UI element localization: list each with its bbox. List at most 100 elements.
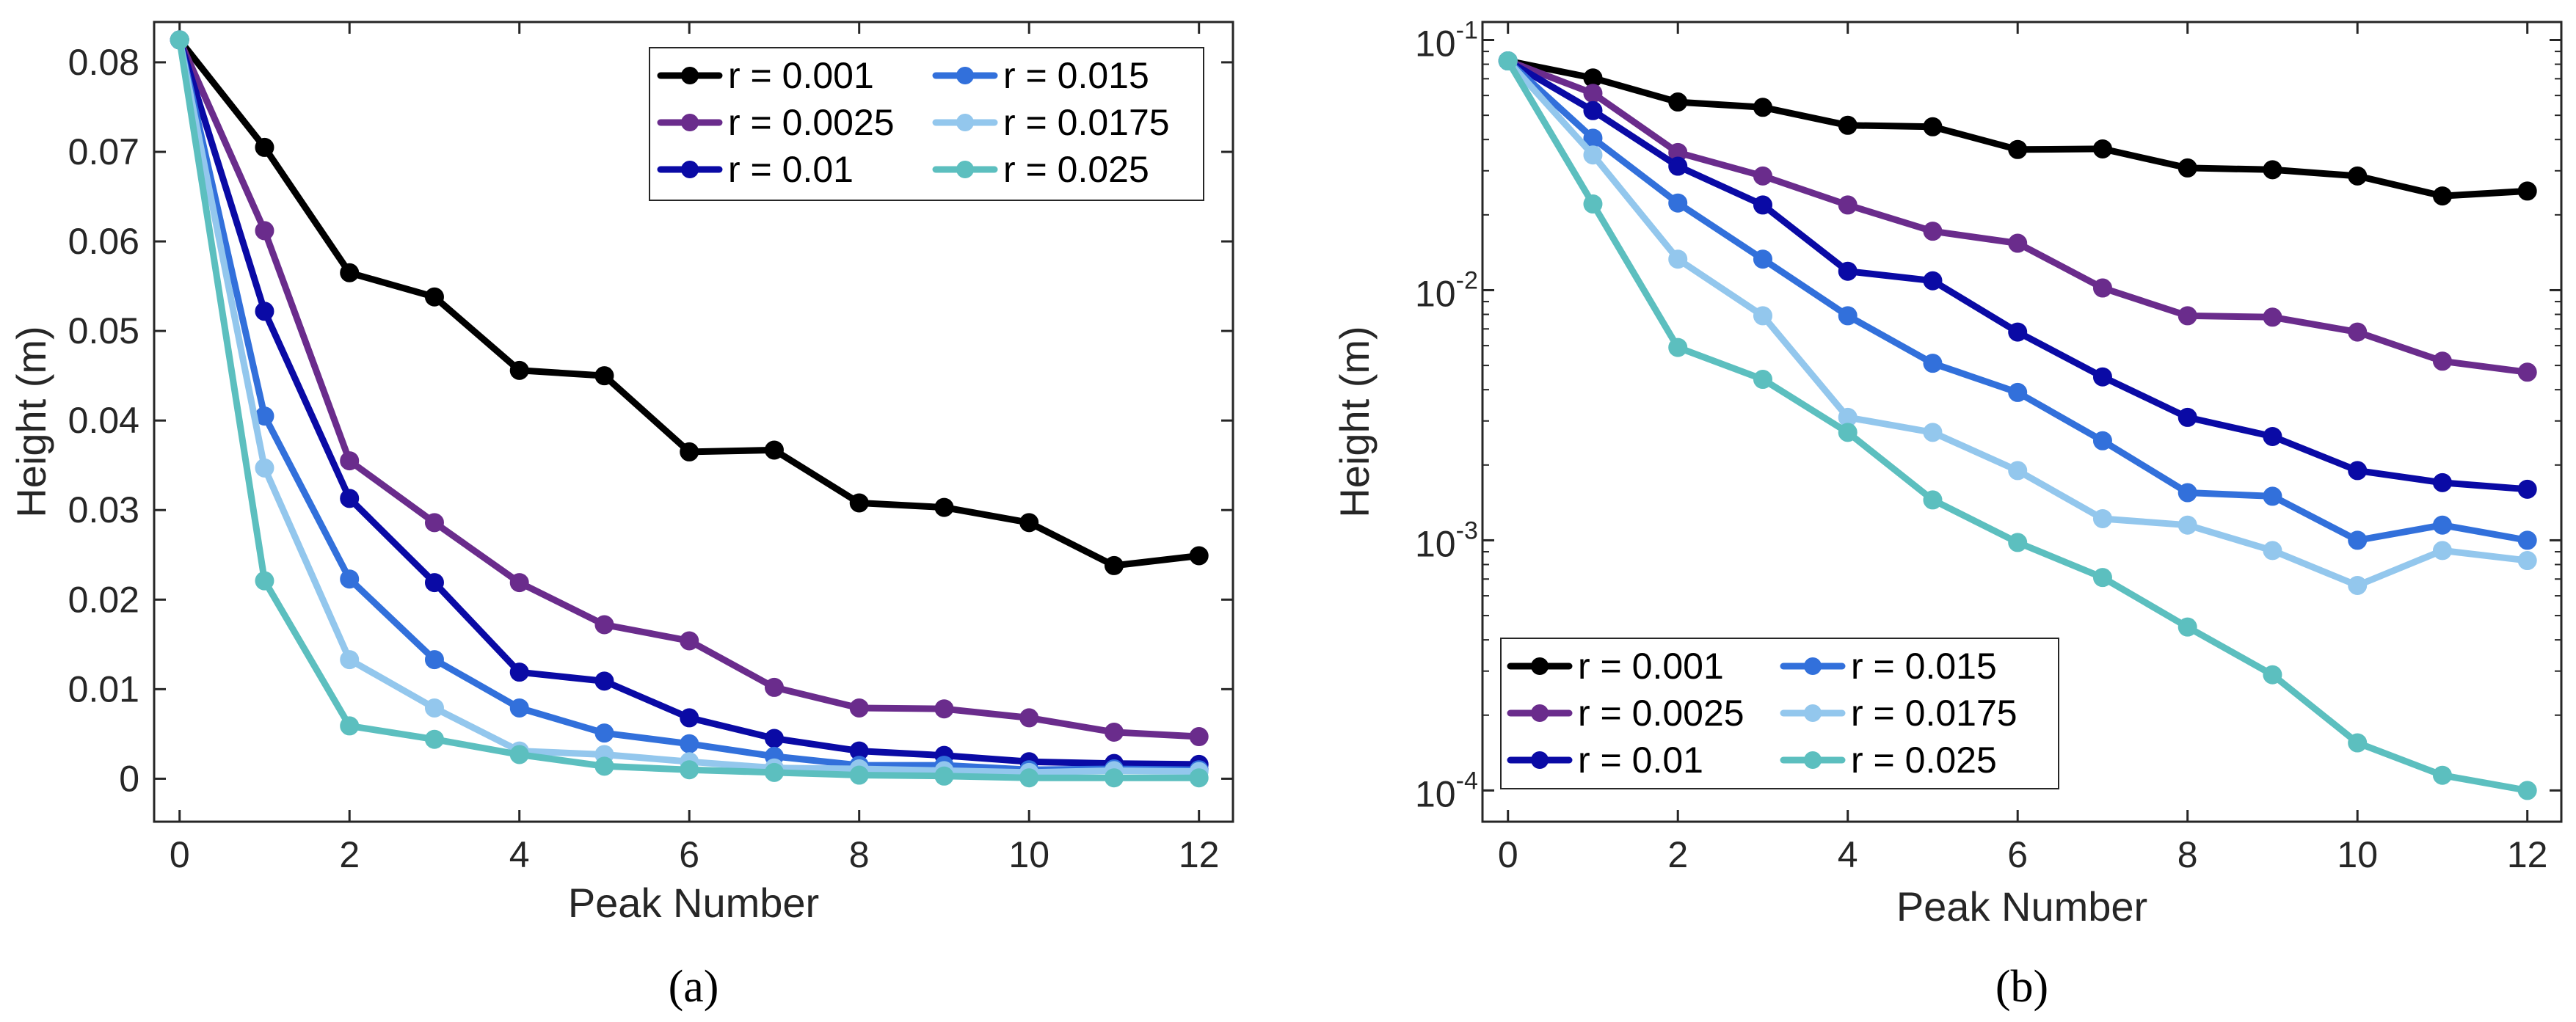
- y-tick-label: 0.08: [68, 42, 139, 83]
- legend-label: r = 0.0175: [1851, 693, 2017, 734]
- series-r-0-01: [1498, 51, 2537, 499]
- data-point: [1923, 117, 1943, 136]
- data-point: [1923, 354, 1943, 373]
- data-point: [424, 513, 444, 533]
- data-point: [1583, 84, 1603, 103]
- data-point: [680, 734, 699, 753]
- data-point: [2517, 479, 2537, 499]
- series-r-0-001: [1498, 51, 2537, 206]
- data-point: [849, 765, 869, 785]
- x-axis-label: Peak Number: [1896, 883, 2147, 930]
- data-point: [849, 493, 869, 513]
- data-point: [594, 723, 614, 743]
- data-point: [2177, 407, 2197, 427]
- x-tick-label: 4: [509, 834, 530, 875]
- y-tick-base: 10: [1415, 23, 1456, 65]
- legend-swatch-marker: [1804, 704, 1822, 722]
- data-point: [2432, 541, 2452, 561]
- legend-swatch-marker: [1531, 657, 1549, 675]
- data-point: [1668, 337, 1688, 357]
- data-point: [2092, 508, 2112, 528]
- data-point: [424, 287, 444, 307]
- data-point: [1668, 92, 1688, 112]
- data-point: [2177, 483, 2197, 503]
- data-point: [1923, 271, 1943, 291]
- x-tick-label: 10: [2337, 834, 2378, 875]
- data-point: [1923, 490, 1943, 510]
- x-tick-label: 8: [849, 834, 870, 875]
- legend-swatch-marker: [681, 114, 699, 131]
- y-tick-label: 10-3: [1415, 517, 1478, 564]
- legend-label: r = 0.015: [1851, 646, 1997, 687]
- data-point: [1104, 555, 1124, 575]
- data-point: [1838, 195, 1858, 215]
- data-point: [424, 729, 444, 749]
- legend-swatch-marker: [681, 67, 699, 84]
- x-tick-label: 0: [1498, 834, 1518, 875]
- data-point: [2008, 322, 2028, 342]
- data-point: [509, 745, 529, 764]
- y-tick-label: 0.07: [68, 131, 139, 172]
- data-point: [2092, 139, 2112, 158]
- data-point: [1753, 195, 1772, 215]
- panel-caption: (b): [1995, 962, 2048, 1012]
- legend-label: r = 0.0025: [1578, 693, 1744, 734]
- x-tick-label: 6: [2007, 834, 2028, 875]
- y-axis-label: Height (m): [1331, 326, 1378, 517]
- data-point: [2263, 541, 2282, 561]
- y-tick-label: 0.06: [68, 221, 139, 262]
- data-point: [1583, 145, 1603, 165]
- legend-label: r = 0.025: [1851, 740, 1997, 781]
- data-point: [934, 497, 954, 517]
- data-point: [2517, 362, 2537, 382]
- data-point: [2517, 181, 2537, 201]
- data-point: [340, 650, 360, 670]
- data-point: [170, 30, 189, 50]
- plot-area-box: [1481, 21, 2563, 823]
- data-point: [2348, 461, 2368, 481]
- data-point: [764, 440, 784, 460]
- data-point: [2432, 472, 2452, 492]
- data-point: [2517, 551, 2537, 571]
- y-tick-exponent: -2: [1456, 266, 1478, 294]
- data-point: [255, 571, 274, 591]
- data-point: [1668, 249, 1688, 269]
- data-point: [1019, 513, 1039, 533]
- legend-swatch-marker: [1531, 704, 1549, 722]
- legend-swatch-marker: [956, 114, 974, 131]
- legend-label: r = 0.001: [728, 55, 874, 96]
- data-point: [1189, 546, 1209, 566]
- y-tick-base: 10: [1415, 773, 1456, 814]
- x-axis-label: Peak Number: [568, 880, 819, 926]
- series-r-0-001: [170, 30, 1209, 575]
- x-tick-label: 10: [1008, 834, 1049, 875]
- data-point: [340, 716, 360, 736]
- data-point: [2348, 322, 2368, 342]
- x-tick-label: 12: [1179, 834, 1220, 875]
- data-point: [2008, 533, 2028, 552]
- series-r-0-025: [1498, 51, 2537, 800]
- legend-swatch-marker: [1531, 751, 1549, 769]
- data-point: [1838, 306, 1858, 326]
- data-point: [594, 756, 614, 776]
- data-point: [764, 762, 784, 782]
- legend-label: r = 0.0175: [1003, 102, 1170, 143]
- data-point: [2263, 665, 2282, 685]
- data-point: [2263, 486, 2282, 506]
- x-tick-label: 4: [1838, 834, 1858, 875]
- data-point: [1583, 101, 1603, 120]
- series-r-0-0025: [1498, 51, 2537, 382]
- y-tick-label: 0.03: [68, 489, 139, 530]
- legend-swatch-marker: [956, 161, 974, 178]
- series-r-0-025: [170, 30, 1209, 788]
- panel-caption: (a): [669, 962, 719, 1012]
- data-point: [340, 263, 360, 282]
- data-point: [2177, 617, 2197, 637]
- y-tick-label: 10-4: [1415, 767, 1478, 814]
- data-point: [1189, 768, 1209, 788]
- legend-label: r = 0.0025: [728, 102, 895, 143]
- y-tick-label: 0: [119, 758, 139, 799]
- data-point: [2432, 186, 2452, 206]
- y-tick-label: 0.05: [68, 310, 139, 351]
